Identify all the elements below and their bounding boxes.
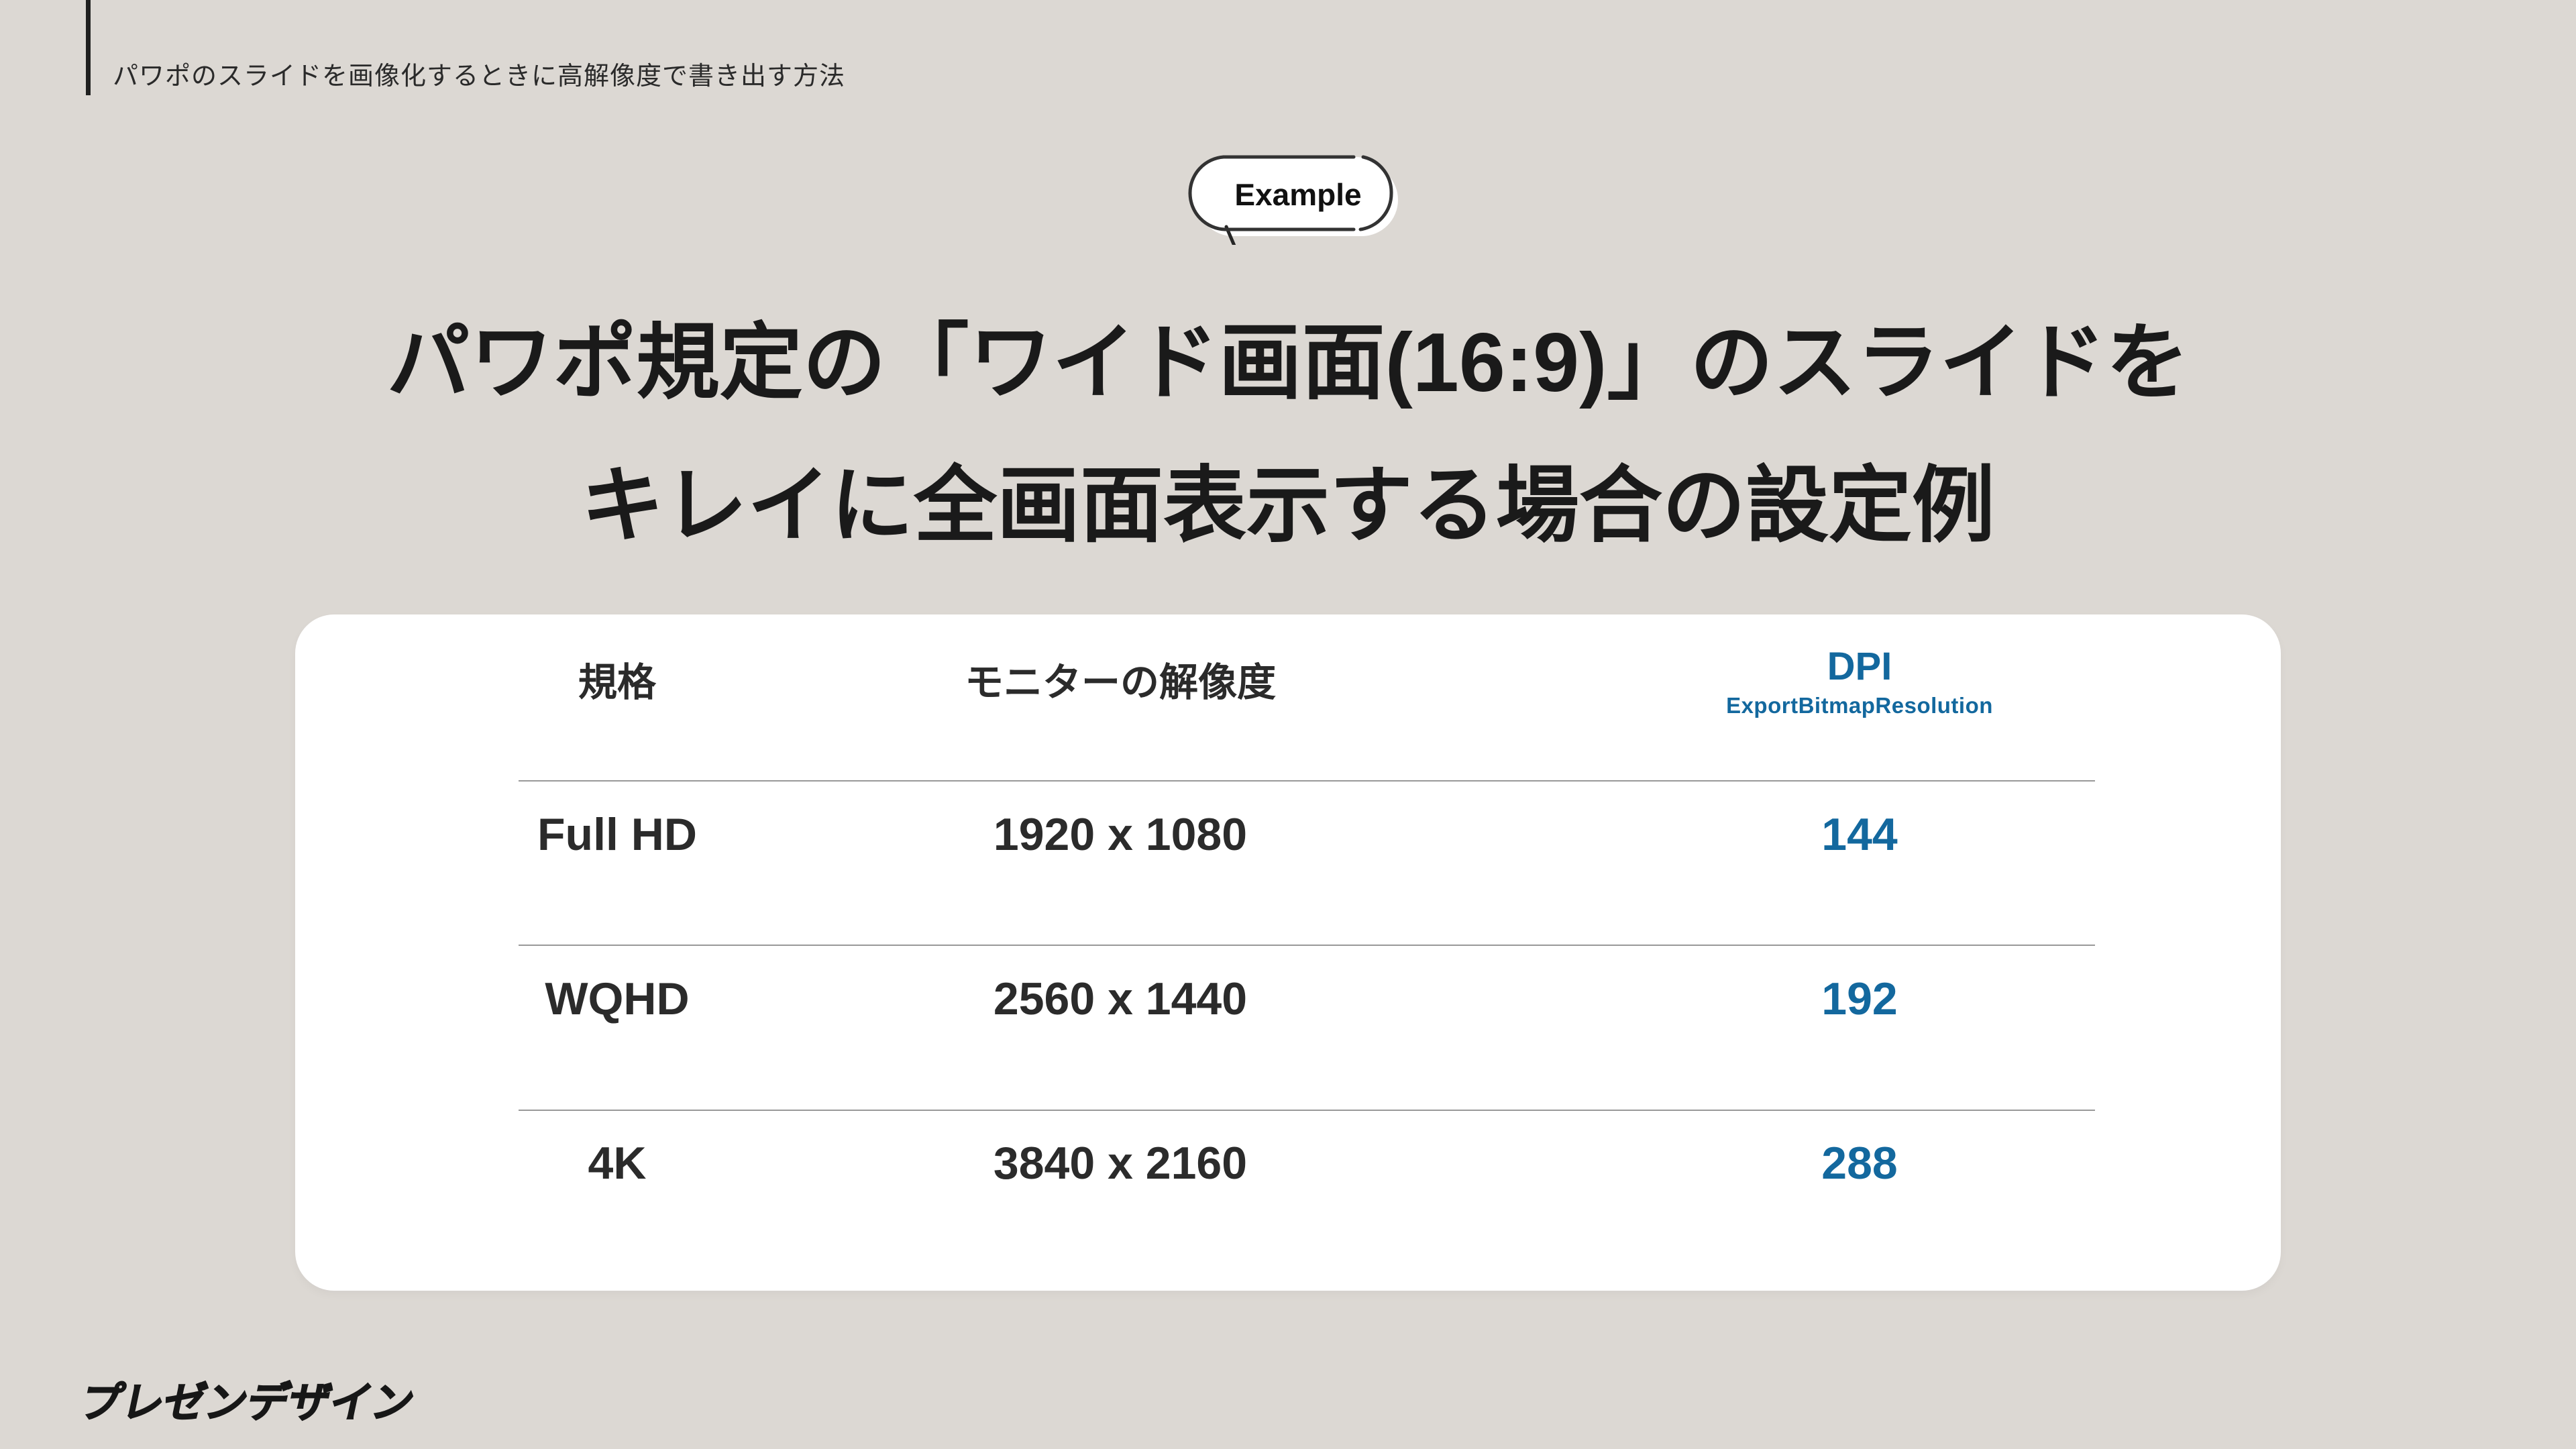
svg-text:Example: Example: [1234, 177, 1361, 212]
